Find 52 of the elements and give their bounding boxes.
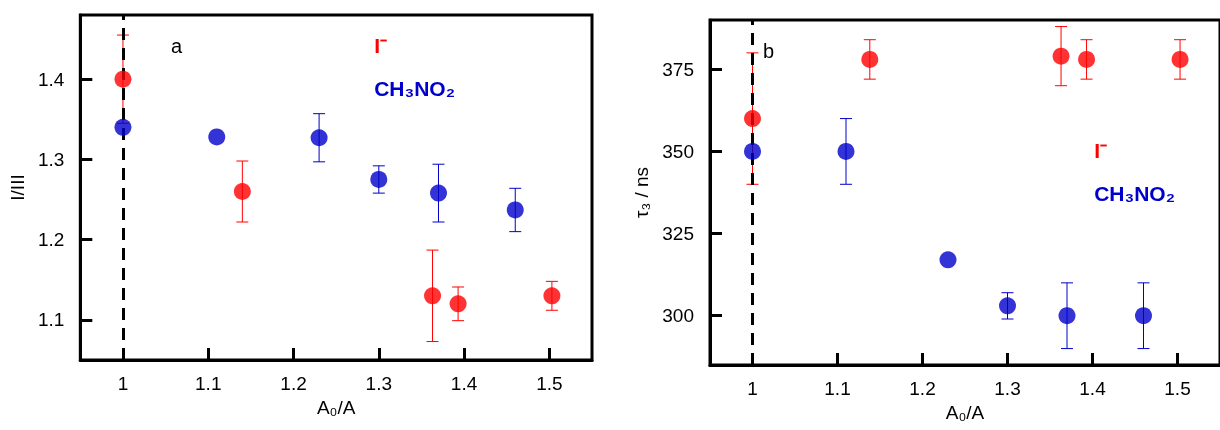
x-tick-label: 1.5 (1164, 378, 1191, 399)
point (449, 295, 467, 313)
text: a (171, 35, 183, 57)
text: CH₃NO₂ (374, 77, 455, 100)
y-tick-label: 325 (662, 223, 694, 245)
x-tick-label: 1.5 (536, 373, 563, 394)
text: I⁻ (1094, 139, 1107, 162)
y-axis-title: τ₃ / ns (631, 166, 653, 219)
point (233, 183, 251, 201)
y-tick-label: 300 (662, 305, 694, 327)
y-tick-label: 1.2 (37, 229, 65, 251)
point (114, 118, 132, 136)
point (208, 128, 226, 146)
y-tick-label: 375 (662, 58, 694, 80)
point (1052, 47, 1070, 65)
point (1078, 50, 1096, 68)
point (744, 142, 761, 160)
x-tick-label: 1.3 (365, 373, 393, 394)
text: CH₃NO₂ (1094, 182, 1175, 205)
point (506, 201, 524, 219)
x-tick-label: 1 (747, 378, 758, 399)
point (1171, 50, 1189, 68)
point (939, 251, 957, 269)
point (424, 287, 442, 305)
point (744, 110, 761, 128)
point (430, 184, 447, 202)
x-tick-label: 1.2 (280, 373, 307, 394)
x-axis-title: A₀/A (316, 397, 356, 418)
point (543, 287, 561, 305)
point (1135, 307, 1152, 325)
point (861, 50, 879, 68)
y-axis-title: I/III (7, 174, 28, 201)
x-tick-label: 1.3 (994, 378, 1021, 399)
x-tick-label: 1.2 (909, 378, 936, 399)
point (310, 129, 328, 147)
text: b (763, 40, 775, 62)
point (1058, 307, 1076, 325)
x-axis-title: A₀/A (945, 402, 985, 423)
x-tick-label: 1.4 (1079, 378, 1107, 399)
text: I⁻ (374, 34, 387, 57)
point (370, 170, 388, 188)
y-tick-label: 1.4 (37, 68, 65, 90)
y-tick-label: 350 (662, 140, 694, 162)
point (999, 297, 1016, 315)
x-tick-label: 1.4 (450, 373, 478, 394)
x-tick-label: 1 (117, 373, 129, 394)
y-tick-label: 1.1 (37, 309, 65, 331)
point (837, 142, 855, 160)
y-tick-label: 1.3 (37, 148, 65, 170)
x-tick-label: 1.1 (824, 378, 851, 399)
x-tick-label: 1.1 (195, 373, 222, 394)
point (114, 70, 132, 88)
